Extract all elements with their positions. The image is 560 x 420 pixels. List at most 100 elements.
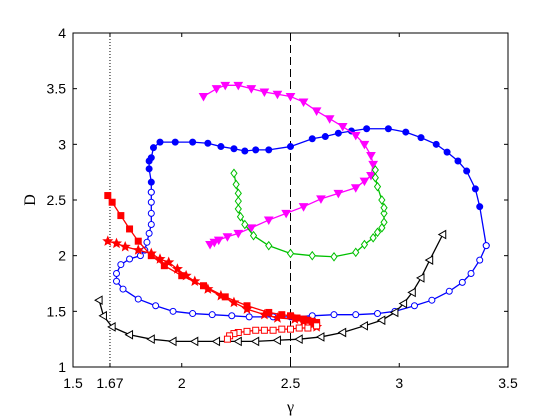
data-point-triangle-down <box>350 184 361 193</box>
data-point-triangle-left <box>376 315 386 326</box>
data-point-circle <box>445 287 453 295</box>
data-point-triangle-left <box>250 336 260 347</box>
data-point-circle <box>152 302 160 310</box>
data-point-circle <box>458 278 466 286</box>
data-point-square <box>260 326 268 334</box>
data-point-star <box>180 269 192 281</box>
data-point-triangle-left <box>107 322 116 332</box>
data-point-circle <box>230 145 238 153</box>
data-point-diamond <box>265 240 273 251</box>
data-point-triangle-left <box>315 332 325 342</box>
y-axis-label: D <box>22 194 39 206</box>
data-point-star <box>163 256 175 268</box>
data-point-square <box>126 225 134 233</box>
data-point-triangle-left <box>211 336 221 347</box>
data-point-circle <box>432 140 440 148</box>
x-tick-label: 1.5 <box>63 375 83 391</box>
data-point-circle <box>467 269 475 277</box>
data-point-square <box>243 327 251 335</box>
data-point-triangle-left <box>424 255 434 265</box>
data-point-circle <box>113 277 120 285</box>
data-point-diamond <box>286 248 295 259</box>
data-point-circle <box>287 143 294 151</box>
data-point-triangle-down <box>198 92 209 102</box>
data-point-triangle-left <box>437 229 447 240</box>
data-point-diamond <box>373 181 382 192</box>
data-point-circle <box>134 295 142 303</box>
data-point-star <box>228 296 240 308</box>
data-point-triangle-left <box>407 287 416 298</box>
data-point-square <box>313 322 321 330</box>
data-point-star <box>154 253 166 264</box>
data-point-square <box>269 326 277 334</box>
data-point-circle <box>252 146 260 154</box>
data-point-triangle-down <box>337 123 348 132</box>
y-tick-label: 1.5 <box>47 303 67 319</box>
data-point-star <box>171 263 183 274</box>
data-point-diamond <box>380 208 388 219</box>
x-tick-label: 3 <box>395 375 403 391</box>
data-point-triangle-down <box>324 115 335 124</box>
data-point-star <box>189 275 201 286</box>
data-point-circle <box>245 313 253 321</box>
data-point-triangle-down <box>220 81 231 91</box>
data-point-diamond <box>330 251 338 262</box>
data-point-star <box>258 308 270 320</box>
data-point-diamond <box>249 230 258 241</box>
data-point-triangle-down <box>259 88 270 98</box>
data-point-triangle-down <box>366 172 376 181</box>
data-point-circle <box>208 311 216 319</box>
data-point-circle <box>384 125 392 133</box>
data-point-circle <box>228 312 236 320</box>
data-point-circle <box>428 296 436 304</box>
data-point-triangle-left <box>168 336 177 347</box>
data-point-triangle-left <box>146 334 155 345</box>
data-point-circle <box>204 139 212 147</box>
data-point-triangle-down <box>350 131 361 141</box>
data-point-circle <box>321 133 329 141</box>
data-point-triangle-down <box>316 195 326 204</box>
data-point-triangle-left <box>189 336 199 347</box>
data-point-square <box>134 237 142 245</box>
data-point-star <box>102 235 114 246</box>
data-point-circle <box>374 310 381 318</box>
data-point-triangle-down <box>233 81 244 91</box>
data-point-diamond <box>308 250 316 261</box>
data-point-circle <box>352 311 360 319</box>
data-point-star <box>289 313 301 324</box>
data-point-circle <box>330 311 338 319</box>
y-tick-label: 4 <box>58 25 66 41</box>
data-point-circle <box>241 147 249 155</box>
x-tick-label: 2.5 <box>281 375 301 391</box>
data-point-circle <box>482 242 490 250</box>
data-point-star <box>241 303 253 314</box>
data-point-diamond <box>371 165 379 175</box>
data-point-square <box>287 325 294 333</box>
y-tick-label: 3.5 <box>47 81 67 97</box>
series-square-open <box>223 322 321 343</box>
data-point-triangle-down <box>222 233 233 242</box>
data-point-circle <box>126 255 134 263</box>
data-point-diamond <box>230 168 238 179</box>
y-tick-label: 1 <box>58 359 66 375</box>
data-point-triangle-down <box>366 151 376 161</box>
data-point-diamond <box>380 217 388 228</box>
data-point-circle <box>113 269 120 277</box>
data-point-triangle-down <box>211 85 222 94</box>
data-point-circle <box>147 198 155 206</box>
x-tick-label: 2 <box>178 375 186 391</box>
data-point-star <box>202 283 214 294</box>
data-point-triangle-left <box>415 273 425 283</box>
data-point-triangle-down <box>246 224 257 233</box>
data-point-diamond <box>371 172 379 183</box>
data-point-triangle-left <box>272 335 281 346</box>
data-point-circle <box>147 154 155 162</box>
data-point-circle <box>443 148 451 156</box>
data-point-star <box>271 312 283 323</box>
data-point-triangle-left <box>337 327 347 338</box>
data-point-circle <box>463 167 471 175</box>
data-point-triangle-left <box>359 320 368 331</box>
data-point-circle <box>119 285 127 293</box>
